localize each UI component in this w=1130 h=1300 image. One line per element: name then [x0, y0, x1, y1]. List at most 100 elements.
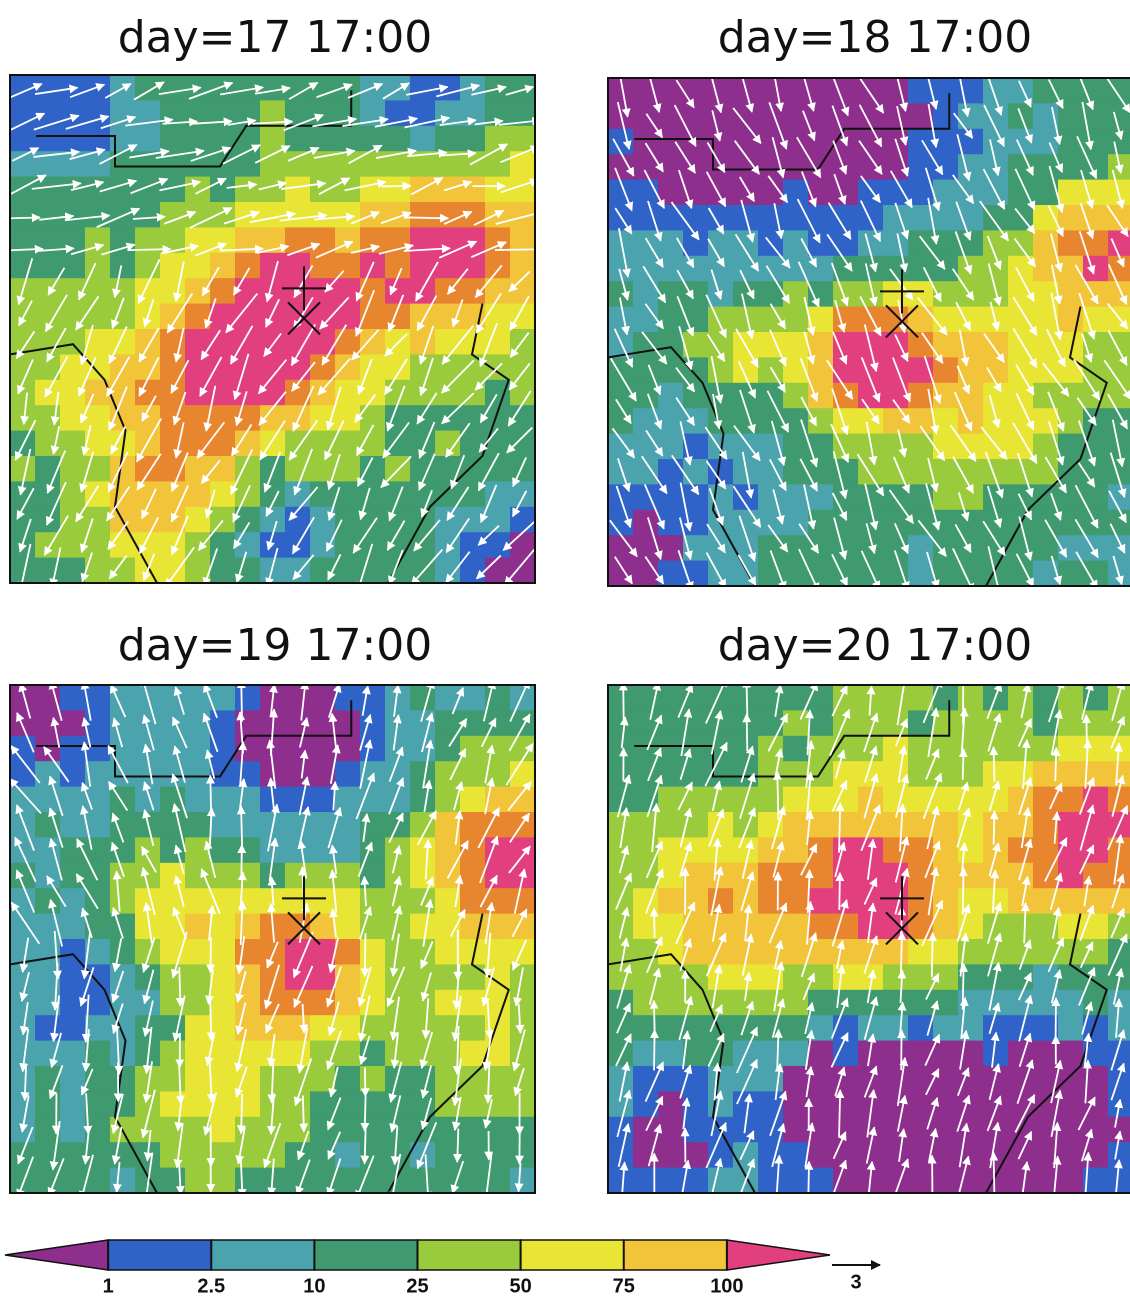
contour-cell	[683, 761, 709, 787]
contour-cell	[683, 459, 709, 485]
contour-cell	[285, 837, 311, 863]
contour-cell	[435, 126, 461, 152]
contour-cell	[110, 1066, 136, 1092]
contour-cell	[460, 278, 486, 304]
contour-cell	[783, 685, 809, 711]
contour-cell	[608, 459, 634, 485]
contour-cell	[983, 484, 1009, 510]
contour-cell	[60, 1015, 86, 1041]
contour-cell	[758, 812, 784, 838]
contour-cell	[385, 75, 411, 101]
contour-cell	[1058, 736, 1084, 762]
contour-cell	[310, 1041, 336, 1067]
contour-cell	[60, 1041, 86, 1067]
contour-cell	[285, 405, 311, 431]
contour-cell	[435, 253, 461, 279]
contour-cell	[235, 710, 261, 736]
contour-cell	[10, 787, 36, 813]
contour-cell	[35, 1168, 61, 1194]
contour-cell	[185, 939, 211, 965]
contour-cell	[833, 1041, 859, 1067]
contour-cell	[958, 685, 984, 711]
contour-cell	[160, 1015, 186, 1041]
contour-cell	[135, 354, 161, 380]
contour-cell	[783, 1041, 809, 1067]
contour-cell	[683, 888, 709, 914]
panel-title: day=19 17:00	[118, 620, 433, 671]
contour-cell	[1108, 1015, 1130, 1041]
contour-cell	[110, 1015, 136, 1041]
contour-cell	[883, 281, 909, 307]
contour-cell	[260, 75, 286, 101]
contour-cell	[410, 990, 436, 1016]
contour-cell	[933, 1066, 959, 1092]
contour-cell	[210, 354, 236, 380]
contour-cell	[1108, 205, 1130, 231]
contour-cell	[60, 380, 86, 406]
contour-cell	[733, 510, 759, 536]
contour-cell	[933, 1117, 959, 1143]
contour-cell	[85, 1142, 111, 1168]
contour-cell	[658, 1142, 684, 1168]
contour-cell	[285, 1142, 311, 1168]
contour-cell	[783, 154, 809, 180]
contour-cell	[510, 532, 536, 558]
contour-cell	[658, 484, 684, 510]
contour-cell	[908, 434, 934, 460]
colorbar-label: 75	[613, 1275, 635, 1297]
contour-cell	[510, 812, 536, 838]
contour-cell	[185, 1168, 211, 1194]
colorbar-segment	[521, 1240, 624, 1270]
contour-cell	[1058, 1091, 1084, 1117]
contour-cell	[160, 558, 186, 584]
contour-cell	[435, 202, 461, 228]
contour-cell	[335, 354, 361, 380]
contour-cell	[460, 1142, 486, 1168]
contour-cell	[883, 685, 909, 711]
contour-cell	[435, 456, 461, 482]
contour-cell	[758, 535, 784, 561]
contour-cell	[185, 227, 211, 253]
contour-cell	[485, 736, 511, 762]
contour-cell	[185, 126, 211, 152]
contour-cell	[335, 1041, 361, 1067]
contour-cell	[210, 558, 236, 584]
contour-cell	[883, 736, 909, 762]
contour-cell	[1083, 307, 1109, 333]
colorbar-segment	[108, 1240, 211, 1270]
contour-cell	[783, 787, 809, 813]
contour-cell	[933, 205, 959, 231]
contour-cell	[335, 405, 361, 431]
contour-cell	[460, 532, 486, 558]
contour-cell	[510, 888, 536, 914]
contour-cell	[933, 863, 959, 889]
contour-cell	[808, 535, 834, 561]
wind-vector	[365, 1096, 366, 1131]
contour-cell	[360, 380, 386, 406]
contour-cell	[683, 129, 709, 155]
contour-cell	[783, 561, 809, 587]
contour-cell	[1033, 129, 1059, 155]
contour-cell	[335, 202, 361, 228]
contour-cell	[460, 1015, 486, 1041]
contour-cell	[908, 230, 934, 256]
contour-cell	[658, 888, 684, 914]
contour-cell	[1008, 685, 1034, 711]
colorbar-label: 50	[510, 1275, 532, 1297]
contour-cell	[658, 736, 684, 762]
contour-cell	[85, 126, 111, 152]
contour-cell	[883, 787, 909, 813]
contour-cell	[510, 278, 536, 304]
contour-cell	[908, 964, 934, 990]
contour-cell	[210, 710, 236, 736]
contour-cell	[60, 939, 86, 965]
contour-cell	[758, 863, 784, 889]
contour-cell	[633, 78, 659, 104]
contour-cell	[360, 1091, 386, 1117]
contour-cell	[210, 329, 236, 355]
contour-cell	[708, 103, 734, 129]
contour-cell	[210, 202, 236, 228]
contour-cell	[658, 1091, 684, 1117]
contour-cell	[410, 304, 436, 330]
contour-cell	[235, 481, 261, 507]
